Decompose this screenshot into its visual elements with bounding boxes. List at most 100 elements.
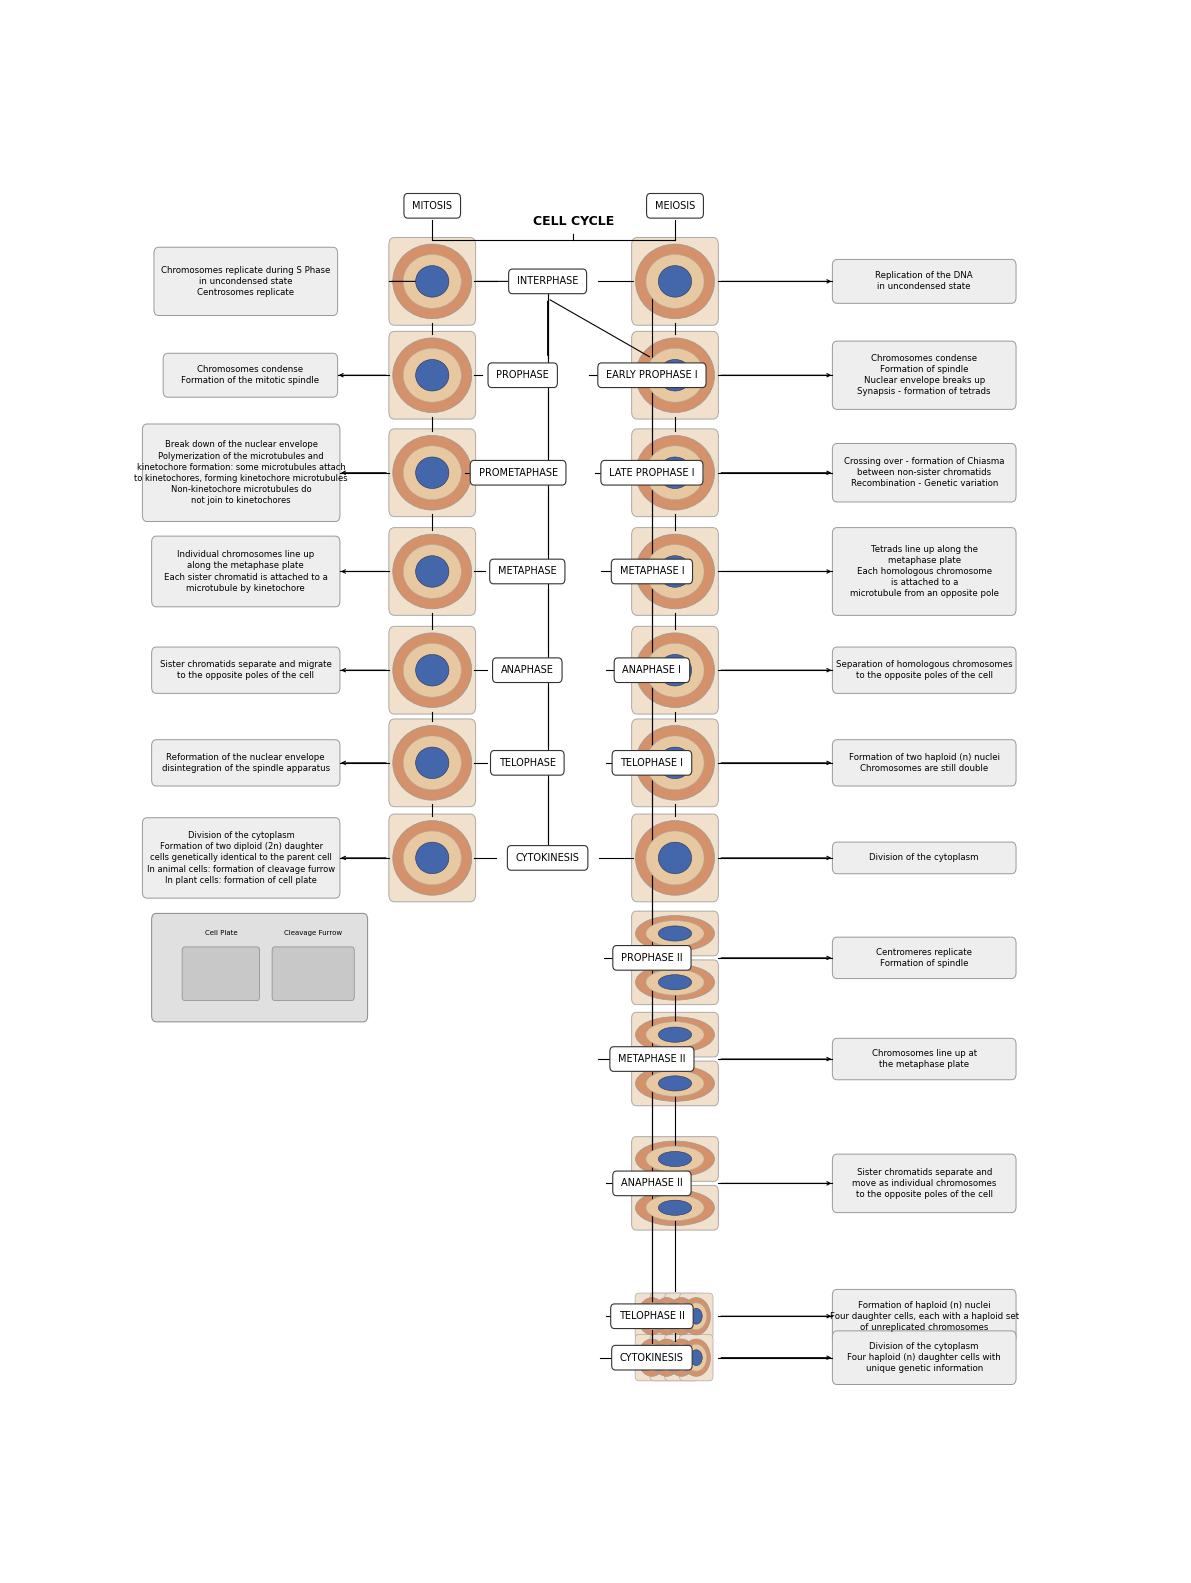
Ellipse shape xyxy=(691,1350,703,1366)
FancyBboxPatch shape xyxy=(631,1061,718,1107)
Ellipse shape xyxy=(646,1070,704,1097)
Ellipse shape xyxy=(404,736,461,790)
FancyBboxPatch shape xyxy=(610,1046,694,1072)
Text: ANAPHASE I: ANAPHASE I xyxy=(623,665,681,676)
Ellipse shape xyxy=(637,1339,666,1376)
Ellipse shape xyxy=(636,435,715,510)
FancyBboxPatch shape xyxy=(679,1334,713,1380)
Ellipse shape xyxy=(691,1309,703,1323)
FancyBboxPatch shape xyxy=(665,1293,698,1339)
Ellipse shape xyxy=(404,446,461,500)
FancyBboxPatch shape xyxy=(631,1137,718,1181)
FancyBboxPatch shape xyxy=(631,429,718,516)
FancyBboxPatch shape xyxy=(491,750,565,776)
FancyBboxPatch shape xyxy=(151,913,368,1023)
Ellipse shape xyxy=(646,1146,704,1171)
Ellipse shape xyxy=(393,820,472,896)
Text: Chromosomes line up at
the metaphase plate: Chromosomes line up at the metaphase pla… xyxy=(872,1050,977,1069)
Ellipse shape xyxy=(416,556,449,587)
FancyBboxPatch shape xyxy=(650,1293,684,1339)
Text: PROMETAPHASE: PROMETAPHASE xyxy=(479,467,557,478)
Ellipse shape xyxy=(646,1195,704,1220)
FancyBboxPatch shape xyxy=(490,559,565,584)
Text: MITOSIS: MITOSIS xyxy=(412,201,453,211)
Text: EARLY PROPHASE I: EARLY PROPHASE I xyxy=(606,370,698,380)
Ellipse shape xyxy=(659,842,692,874)
Ellipse shape xyxy=(404,545,461,598)
Text: Chromosomes condense
Formation of spindle
Nuclear envelope breaks up
Synapsis - : Chromosomes condense Formation of spindl… xyxy=(858,355,991,396)
Ellipse shape xyxy=(653,1339,681,1376)
Text: Separation of homologous chromosomes
to the opposite poles of the cell: Separation of homologous chromosomes to … xyxy=(836,660,1012,681)
Ellipse shape xyxy=(637,1298,666,1334)
Text: Reformation of the nuclear envelope
disintegration of the spindle apparatus: Reformation of the nuclear envelope disi… xyxy=(162,754,330,773)
FancyBboxPatch shape xyxy=(833,1331,1016,1385)
FancyBboxPatch shape xyxy=(143,424,339,521)
FancyBboxPatch shape xyxy=(635,1334,668,1380)
Text: PROPHASE: PROPHASE xyxy=(497,370,549,380)
FancyBboxPatch shape xyxy=(679,1293,713,1339)
Ellipse shape xyxy=(636,1065,715,1102)
Text: TELOPHASE I: TELOPHASE I xyxy=(621,758,684,768)
Ellipse shape xyxy=(646,446,704,500)
FancyBboxPatch shape xyxy=(631,719,718,807)
FancyBboxPatch shape xyxy=(151,537,339,606)
Ellipse shape xyxy=(646,255,704,309)
Ellipse shape xyxy=(682,1339,711,1376)
FancyBboxPatch shape xyxy=(598,363,706,388)
FancyBboxPatch shape xyxy=(388,429,475,516)
FancyBboxPatch shape xyxy=(404,193,461,218)
Ellipse shape xyxy=(659,457,692,489)
Text: ANAPHASE II: ANAPHASE II xyxy=(621,1178,682,1189)
Text: LATE PROPHASE I: LATE PROPHASE I xyxy=(609,467,694,478)
FancyBboxPatch shape xyxy=(612,750,692,776)
Text: ANAPHASE: ANAPHASE xyxy=(501,665,554,676)
Ellipse shape xyxy=(646,969,704,996)
Text: Sister chromatids separate and migrate
to the opposite poles of the cell: Sister chromatids separate and migrate t… xyxy=(160,660,332,681)
Ellipse shape xyxy=(659,359,692,391)
FancyBboxPatch shape xyxy=(631,237,718,325)
Text: CYTOKINESIS: CYTOKINESIS xyxy=(621,1353,684,1363)
Text: Division of the cytoplasm
Four haploid (n) daughter cells with
unique genetic in: Division of the cytoplasm Four haploid (… xyxy=(847,1342,1002,1374)
Ellipse shape xyxy=(393,337,472,413)
Ellipse shape xyxy=(659,926,692,940)
Ellipse shape xyxy=(404,831,461,885)
FancyBboxPatch shape xyxy=(833,1038,1016,1080)
FancyBboxPatch shape xyxy=(612,1171,691,1195)
FancyBboxPatch shape xyxy=(833,739,1016,787)
FancyBboxPatch shape xyxy=(470,461,566,484)
FancyBboxPatch shape xyxy=(631,1186,718,1230)
FancyBboxPatch shape xyxy=(833,1290,1016,1342)
FancyBboxPatch shape xyxy=(631,331,718,419)
Ellipse shape xyxy=(636,1190,715,1225)
Ellipse shape xyxy=(416,359,449,391)
Ellipse shape xyxy=(416,266,449,298)
FancyBboxPatch shape xyxy=(631,1013,718,1057)
Text: METAPHASE II: METAPHASE II xyxy=(618,1054,686,1064)
FancyBboxPatch shape xyxy=(631,959,718,1005)
Ellipse shape xyxy=(636,633,715,708)
Ellipse shape xyxy=(646,736,704,790)
Ellipse shape xyxy=(636,964,715,1000)
FancyBboxPatch shape xyxy=(631,814,718,902)
FancyBboxPatch shape xyxy=(601,461,703,484)
FancyBboxPatch shape xyxy=(388,719,475,807)
FancyBboxPatch shape xyxy=(613,945,691,970)
Ellipse shape xyxy=(659,654,692,685)
Ellipse shape xyxy=(659,1076,692,1091)
Ellipse shape xyxy=(642,1344,662,1371)
FancyBboxPatch shape xyxy=(151,647,339,693)
FancyBboxPatch shape xyxy=(612,1346,692,1369)
Ellipse shape xyxy=(393,533,472,609)
Ellipse shape xyxy=(659,975,692,989)
Ellipse shape xyxy=(393,633,472,708)
Ellipse shape xyxy=(636,725,715,799)
Text: METAPHASE: METAPHASE xyxy=(498,567,556,576)
Text: Formation of haploid (n) nuclei
Four daughter cells, each with a haploid set
of : Formation of haploid (n) nuclei Four dau… xyxy=(830,1301,1018,1331)
Ellipse shape xyxy=(661,1309,673,1323)
Text: Replication of the DNA
in uncondensed state: Replication of the DNA in uncondensed st… xyxy=(875,271,973,291)
Ellipse shape xyxy=(416,842,449,874)
FancyBboxPatch shape xyxy=(665,1334,698,1380)
Ellipse shape xyxy=(416,457,449,489)
Ellipse shape xyxy=(659,1151,692,1167)
Ellipse shape xyxy=(646,643,704,697)
